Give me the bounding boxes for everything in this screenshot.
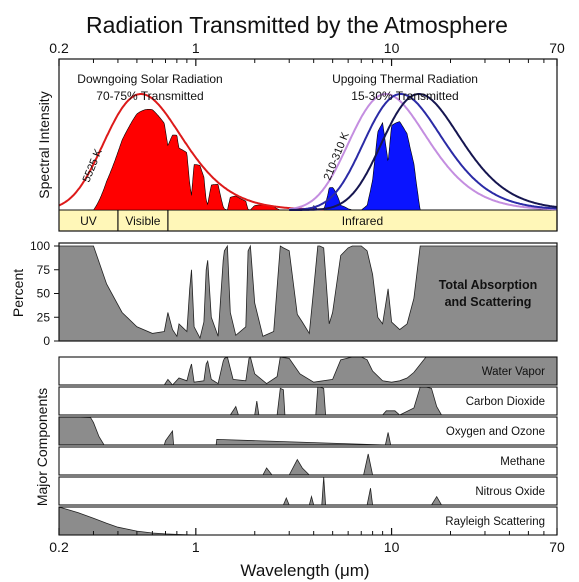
component-panel-water-vapor: Water Vapor [58, 356, 558, 386]
component-area-nitrous-oxide [59, 476, 557, 506]
component-label-methane: Methane [500, 456, 545, 468]
spectral-intensity-panel: 0.2 1 10 70 UV Visible Infrared Downgoing Sol… [36, 40, 565, 232]
solar-subtitle: 70-75% Transmitted [96, 89, 203, 103]
component-frame [58, 416, 558, 446]
component-panel-carbon-dioxide: Carbon Dioxide [58, 386, 558, 416]
spectral-panel-frame [58, 58, 558, 232]
bottom-tick-label: 0.2 [49, 539, 69, 555]
component-background [59, 417, 557, 445]
component-frame [58, 506, 558, 536]
thermal-curve-260k [289, 93, 558, 211]
major-components-panels: Water Vapor Carbon Dioxide Oxygen and Ozon… [58, 356, 558, 536]
thermal-curve-310k [289, 93, 558, 211]
component-frame [58, 446, 558, 476]
thermal-transmitted-area [313, 121, 557, 211]
major-components-axis-label: Major Components [34, 388, 50, 506]
thermal-blackbody-curves [289, 93, 558, 211]
top-tick-label: 1 [192, 40, 200, 56]
component-panel-methane: Methane [58, 446, 558, 476]
solar-blackbody-curve [58, 93, 324, 211]
component-background [59, 447, 557, 475]
top-tick-label: 0.2 [49, 40, 69, 56]
band-strip: UV Visible Infrared [58, 209, 558, 232]
percent-tick-label: 50 [37, 287, 51, 301]
component-frame [58, 476, 558, 506]
component-area-oxygen-and-ozone [58, 416, 557, 446]
total-absorption-panel: 100 75 50 25 0 Total Absorption and Scatteri… [10, 239, 558, 348]
band-label-visible: Visible [125, 214, 160, 228]
percent-tick-label: 100 [30, 239, 50, 253]
component-label-oxygen-and-ozone: Oxygen and Ozone [446, 426, 545, 438]
percent-tick-label: 25 [37, 310, 51, 324]
component-panel-nitrous-oxide: Nitrous Oxide [58, 476, 558, 506]
percent-tick-label: 75 [37, 263, 51, 277]
wavelength-axis-label: Wavelength (μm) [240, 561, 369, 580]
percent-axis-ticks: 100 75 50 25 0 [30, 239, 59, 348]
component-area-water-vapor [59, 356, 558, 386]
component-label-water-vapor: Water Vapor [482, 366, 545, 378]
solar-title: Downgoing Solar Radiation [77, 72, 222, 86]
bottom-axis-ticks [58, 528, 558, 535]
component-background [59, 387, 557, 415]
component-background [59, 507, 557, 535]
top-axis-ticks [58, 59, 558, 66]
total-absorption-area [58, 244, 558, 342]
total-absorption-label-line-2: and Scattering [445, 295, 532, 309]
top-tick-label: 10 [384, 40, 400, 56]
band-label-uv: UV [80, 214, 97, 228]
thermal-subtitle: 15-30% Transmitted [351, 89, 458, 103]
spectral-intensity-axis-label: Spectral Intensity [36, 91, 52, 198]
thermal-curve-210k [289, 93, 558, 211]
component-area-carbon-dioxide [59, 386, 557, 416]
total-absorption-label-line-1: Total Absorption [439, 278, 538, 292]
component-label-carbon-dioxide: Carbon Dioxide [466, 396, 545, 408]
thermal-title: Upgoing Thermal Radiation [332, 72, 478, 86]
component-panel-oxygen-and-ozone: Oxygen and Ozone [58, 416, 558, 446]
bottom-tick-label: 70 [549, 539, 565, 555]
top-axis-tick-labels: 0.2 1 10 70 [49, 40, 565, 56]
bottom-tick-label: 10 [384, 539, 400, 555]
component-frame [58, 356, 558, 386]
bottom-tick-label: 1 [192, 539, 200, 555]
absorption-panel-frame [58, 242, 558, 342]
percent-axis-label: Percent [10, 269, 26, 317]
component-label-rayleigh-scattering: Rayleigh Scattering [445, 516, 545, 528]
band-label-infrared: Infrared [342, 214, 383, 228]
bottom-axis-tick-labels: 0.2 1 10 70 [49, 539, 565, 555]
chart-title: Radiation Transmitted by the Atmosphere [86, 12, 508, 38]
percent-tick-label: 0 [43, 334, 50, 348]
component-panel-rayleigh-scattering: Rayleigh Scattering [58, 506, 558, 536]
component-label-nitrous-oxide: Nitrous Oxide [475, 486, 545, 498]
top-tick-label: 70 [549, 40, 565, 56]
component-frame [58, 386, 558, 416]
component-background [59, 477, 557, 505]
solar-transmitted-area [87, 109, 314, 211]
